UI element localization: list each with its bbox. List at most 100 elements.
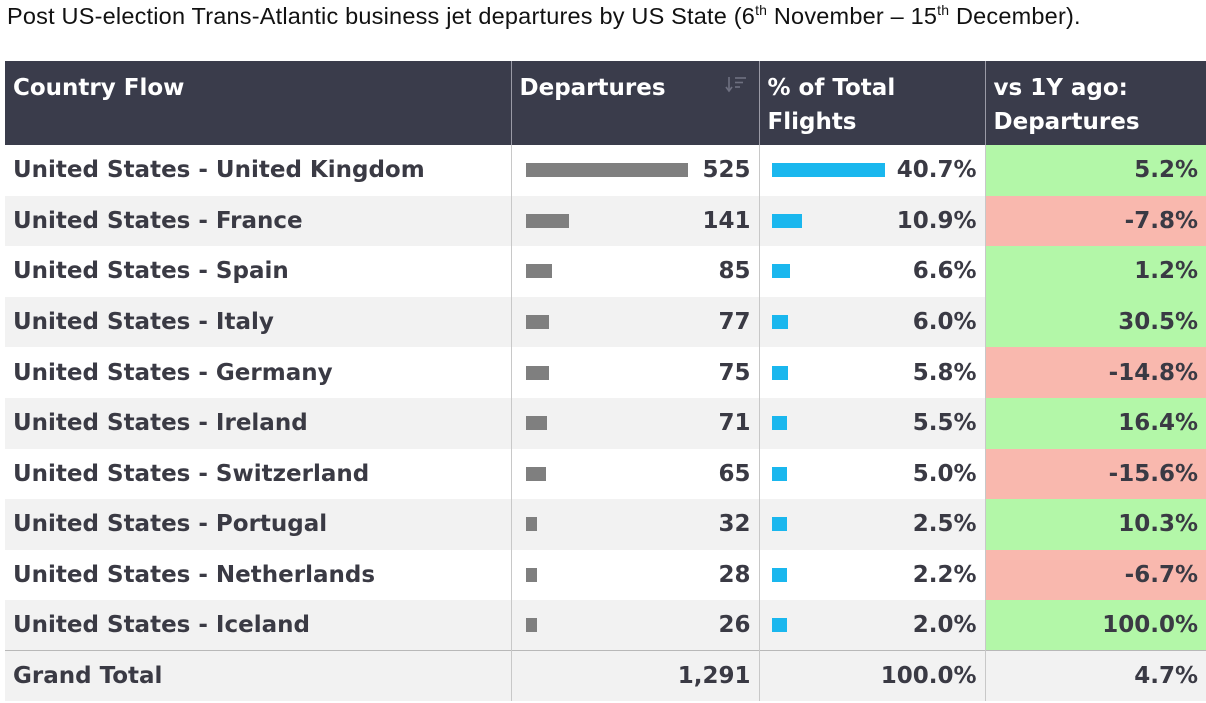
header-label-yoy-line2: Departures xyxy=(993,109,1140,135)
departures-cell: 85 xyxy=(511,246,760,297)
yoy-change-cell: 10.3% xyxy=(985,499,1206,550)
departures-value: 77 xyxy=(718,309,751,336)
country-flow-cell: United States - Spain xyxy=(5,246,512,297)
departures-cell: 525 xyxy=(511,145,760,196)
table-row[interactable]: United States - Italy 77 6.0% 30.5% xyxy=(5,296,1206,348)
grand-total-departures: 1,291 xyxy=(511,650,760,701)
yoy-change-cell: -7.8% xyxy=(985,195,1206,247)
pct-total-value: 6.0% xyxy=(912,309,977,336)
yoy-change-cell: 16.4% xyxy=(985,397,1206,449)
pct-total-bar xyxy=(771,365,788,380)
table-caption: Post US-election Trans-Atlantic business… xyxy=(7,2,1092,31)
pct-total-value: 2.5% xyxy=(912,511,977,538)
caption-sup-1: th xyxy=(755,2,768,19)
departures-bar xyxy=(525,264,552,279)
caption-sup-2: th xyxy=(937,2,950,19)
country-flow-cell: United States - Switzerland xyxy=(5,448,512,500)
departures-value: 32 xyxy=(718,511,751,538)
pct-total-value: 5.5% xyxy=(912,410,977,437)
column-header-vs-1y-ago[interactable]: vs 1Y ago: Departures xyxy=(985,61,1206,145)
departures-value: 75 xyxy=(718,359,751,386)
table-row[interactable]: United States - Iceland 26 2.0% 100.0% xyxy=(5,600,1206,651)
yoy-change-cell: 1.2% xyxy=(985,246,1206,297)
departures-table: Country Flow Departures % of Total Flight… xyxy=(5,61,1206,701)
table-row[interactable]: United States - France 141 10.9% -7.8% xyxy=(5,195,1206,247)
caption-text-1: Post US-election Trans-Atlantic business… xyxy=(7,3,756,29)
country-flow-cell: United States - Netherlands xyxy=(5,549,512,601)
yoy-change-cell: 100.0% xyxy=(985,600,1206,651)
country-flow-cell: United States - Italy xyxy=(5,296,512,348)
column-header-pct-total[interactable]: % of Total Flights xyxy=(759,61,986,145)
pct-total-bar xyxy=(771,163,885,178)
table-row[interactable]: United States - Spain 85 6.6% 1.2% xyxy=(5,246,1206,297)
caption-text-3: December). xyxy=(949,3,1081,29)
pct-total-bar xyxy=(771,517,787,532)
departures-cell: 32 xyxy=(511,499,760,550)
table-row[interactable]: United States - United Kingdom 525 40.7% 5.… xyxy=(5,145,1206,196)
pct-total-bar xyxy=(771,315,789,330)
departures-bar xyxy=(525,213,569,228)
departures-bar xyxy=(525,163,688,178)
table-row[interactable]: United States - Portugal 32 2.5% 10.3% xyxy=(5,499,1206,550)
country-flow-cell: United States - Iceland xyxy=(5,600,512,651)
pct-total-bar xyxy=(771,568,787,583)
grand-total-pct: 100.0% xyxy=(759,650,986,701)
table-row[interactable]: United States - Netherlands 28 2.2% -6.7% xyxy=(5,549,1206,601)
header-label-departures: Departures xyxy=(519,75,666,101)
yoy-change-cell: -6.7% xyxy=(985,549,1206,601)
grand-total-label: Grand Total xyxy=(5,650,512,701)
table-body: United States - United Kingdom 525 40.7% 5.… xyxy=(5,145,1206,651)
pct-total-bar xyxy=(771,466,787,481)
yoy-change-cell: -14.8% xyxy=(985,347,1206,398)
pct-total-value: 2.2% xyxy=(912,562,977,589)
country-flow-cell: United States - United Kingdom xyxy=(5,145,512,196)
pct-total-value: 10.9% xyxy=(896,207,977,234)
pct-total-value: 5.8% xyxy=(912,359,977,386)
sort-descending-icon[interactable] xyxy=(724,75,747,93)
pct-total-cell: 6.0% xyxy=(759,296,986,348)
country-flow-cell: United States - Germany xyxy=(5,347,512,398)
yoy-change-cell: 30.5% xyxy=(985,296,1206,348)
country-flow-cell: United States - Portugal xyxy=(5,499,512,550)
yoy-change-cell: 5.2% xyxy=(985,145,1206,196)
header-label-yoy-line1: vs 1Y ago: xyxy=(993,75,1128,101)
pct-total-cell: 5.5% xyxy=(759,397,986,449)
departures-cell: 26 xyxy=(511,600,760,651)
departures-value: 65 xyxy=(718,460,751,487)
pct-total-bar xyxy=(771,416,787,431)
header-label-pct-line1: % of Total xyxy=(767,75,896,101)
header-label-pct-line2: Flights xyxy=(767,109,857,135)
table-row[interactable]: United States - Ireland 71 5.5% 16.4% xyxy=(5,397,1206,449)
column-header-country-flow[interactable]: Country Flow xyxy=(5,61,512,145)
pct-total-value: 5.0% xyxy=(912,460,977,487)
pct-total-value: 2.0% xyxy=(912,612,977,639)
pct-total-bar xyxy=(771,264,790,279)
pct-total-cell: 40.7% xyxy=(759,145,986,196)
departures-cell: 71 xyxy=(511,397,760,449)
yoy-change-cell: -15.6% xyxy=(985,448,1206,500)
table-row[interactable]: United States - Switzerland 65 5.0% -15.6% xyxy=(5,448,1206,500)
departures-bar xyxy=(525,568,537,583)
table-row[interactable]: United States - Germany 75 5.8% -14.8% xyxy=(5,347,1206,398)
departures-cell: 77 xyxy=(511,296,760,348)
pct-total-cell: 6.6% xyxy=(759,246,986,297)
grand-total-yoy: 4.7% xyxy=(985,650,1206,701)
departures-cell: 75 xyxy=(511,347,760,398)
departures-value: 26 xyxy=(718,612,751,639)
pct-total-cell: 10.9% xyxy=(759,195,986,247)
departures-cell: 65 xyxy=(511,448,760,500)
departures-cell: 28 xyxy=(511,549,760,601)
pct-total-cell: 2.2% xyxy=(759,549,986,601)
departures-value: 525 xyxy=(702,157,751,184)
pct-total-bar xyxy=(771,213,802,228)
departures-bar xyxy=(525,466,546,481)
departures-bar xyxy=(525,365,549,380)
pct-total-cell: 5.8% xyxy=(759,347,986,398)
header-label-country-flow: Country Flow xyxy=(13,75,185,101)
departures-value: 141 xyxy=(702,207,751,234)
column-header-departures[interactable]: Departures xyxy=(511,61,760,145)
pct-total-value: 40.7% xyxy=(896,157,977,184)
departures-bar xyxy=(525,517,537,532)
pct-total-cell: 2.5% xyxy=(759,499,986,550)
departures-cell: 141 xyxy=(511,195,760,247)
